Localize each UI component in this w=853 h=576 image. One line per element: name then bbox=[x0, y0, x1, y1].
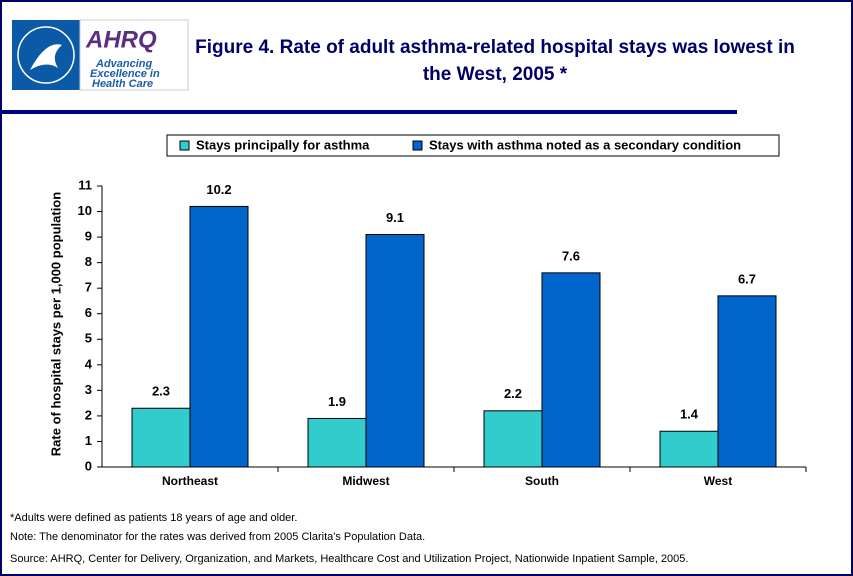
data-label: 1.4 bbox=[680, 407, 699, 422]
seal-ring bbox=[17, 26, 75, 84]
x-tick-label: Northeast bbox=[162, 474, 218, 488]
data-label: 2.3 bbox=[152, 384, 170, 399]
data-label: 6.7 bbox=[738, 271, 756, 286]
legend-label: Stays with asthma noted as a secondary c… bbox=[429, 137, 741, 152]
logo-name: AHRQ bbox=[85, 26, 157, 53]
y-tick-label: 4 bbox=[85, 356, 93, 371]
bar bbox=[541, 272, 601, 468]
logo-tagline: Excellence in bbox=[90, 68, 160, 80]
legend-box bbox=[166, 134, 780, 157]
x-tick-label: West bbox=[704, 474, 732, 488]
y-tick-label: 9 bbox=[85, 229, 92, 244]
bar bbox=[717, 295, 777, 468]
y-tick-label: 10 bbox=[78, 203, 92, 218]
data-label: 9.1 bbox=[386, 210, 404, 225]
legend-swatch bbox=[412, 140, 423, 151]
y-tick-label: 3 bbox=[85, 382, 92, 397]
bar bbox=[365, 234, 425, 468]
y-tick-label: 8 bbox=[85, 254, 92, 269]
data-label: 7.6 bbox=[562, 248, 580, 263]
y-tick-label: 6 bbox=[85, 305, 92, 320]
y-tick-label: 1 bbox=[85, 433, 92, 448]
bar bbox=[483, 410, 543, 468]
y-tick-label: 11 bbox=[78, 177, 92, 192]
chart-title: Figure 4. Rate of adult asthma-related h… bbox=[195, 37, 795, 85]
x-tick-label: South bbox=[525, 474, 559, 488]
logo-tagline: Health Care bbox=[92, 78, 153, 90]
header-rule bbox=[0, 110, 737, 114]
bar bbox=[659, 430, 719, 468]
y-tick-label: 0 bbox=[85, 458, 92, 473]
note: Note: The denominator for the rates was … bbox=[10, 531, 425, 543]
data-label: 2.2 bbox=[504, 386, 522, 401]
note: Source: AHRQ, Center for Delivery, Organ… bbox=[10, 553, 688, 565]
bar bbox=[307, 417, 367, 468]
x-tick-label: Midwest bbox=[342, 474, 389, 488]
y-tick-label: 5 bbox=[85, 331, 92, 346]
y-tick-label: 7 bbox=[85, 280, 92, 295]
legend-swatch bbox=[179, 140, 190, 151]
seal-emblem bbox=[30, 44, 62, 70]
bar bbox=[189, 205, 249, 468]
note: *Adults were defined as patients 18 year… bbox=[10, 512, 297, 524]
y-axis-label: Rate of hospital stays per 1,000 populat… bbox=[48, 192, 63, 456]
data-label: 1.9 bbox=[328, 394, 346, 409]
logo-box bbox=[79, 19, 189, 91]
bar bbox=[131, 407, 191, 468]
y-tick-label: 2 bbox=[85, 407, 92, 422]
legend-label: Stays principally for asthma bbox=[196, 137, 370, 152]
data-label: 10.2 bbox=[206, 182, 231, 197]
logo-tagline: Advancing bbox=[95, 58, 153, 70]
